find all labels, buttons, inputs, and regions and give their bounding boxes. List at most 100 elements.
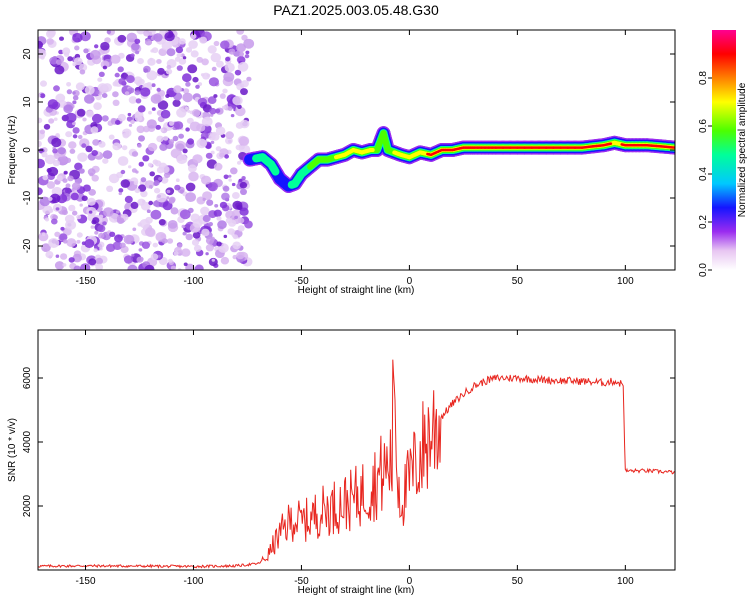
noise-speckle xyxy=(146,209,151,213)
noise-speckle xyxy=(46,181,56,189)
noise-speckle xyxy=(185,47,193,53)
noise-speckle xyxy=(127,112,132,117)
noise-speckle xyxy=(39,196,51,207)
noise-speckle xyxy=(130,53,135,58)
noise-speckle xyxy=(112,99,120,107)
x-tick-label: 100 xyxy=(617,276,634,287)
noise-speckle xyxy=(88,189,96,196)
noise-speckle xyxy=(219,152,225,158)
noise-speckle xyxy=(100,41,110,51)
noise-speckle xyxy=(216,216,222,221)
noise-speckle xyxy=(137,222,142,227)
noise-speckle xyxy=(90,225,95,229)
snr-series-line xyxy=(38,359,675,569)
noise-speckle xyxy=(130,201,139,209)
noise-speckle xyxy=(118,192,123,196)
noise-speckle xyxy=(134,38,141,44)
noise-speckle xyxy=(151,107,156,111)
noise-speckle xyxy=(192,154,203,164)
frequency-ridge xyxy=(242,126,675,193)
noise-speckle xyxy=(168,198,175,204)
noise-speckle xyxy=(146,70,158,81)
noise-speckle xyxy=(47,99,59,109)
noise-speckle xyxy=(46,168,52,173)
y-tick-label: 6000 xyxy=(22,366,33,389)
spectrogram-x-label: Height of straight line (km) xyxy=(298,285,415,296)
snr-panel: -150 -100 -50 0 50 100 2000 4000 6000 Height of… xyxy=(7,329,676,596)
noise-speckle xyxy=(130,119,135,124)
x-tick-label: -100 xyxy=(183,576,203,587)
snr-background xyxy=(38,330,675,570)
noise-speckle xyxy=(160,176,169,184)
noise-speckle xyxy=(177,243,183,249)
noise-speckle xyxy=(211,66,217,72)
noise-speckle xyxy=(216,60,224,68)
noise-speckle xyxy=(46,38,54,45)
noise-speckle xyxy=(236,55,246,64)
noise-speckle xyxy=(117,66,124,73)
noise-speckle xyxy=(127,264,138,270)
noise-speckle xyxy=(38,93,41,98)
noise-speckle xyxy=(62,47,71,55)
noise-speckle xyxy=(39,129,46,135)
noise-speckle xyxy=(211,133,220,141)
noise-speckle xyxy=(156,87,161,92)
noise-speckle xyxy=(205,143,212,150)
noise-speckle xyxy=(207,45,217,54)
noise-speckle xyxy=(122,132,130,139)
noise-speckle xyxy=(164,31,175,42)
noise-speckle xyxy=(157,100,169,110)
noise-speckle xyxy=(81,143,87,148)
noise-speckle xyxy=(60,226,65,231)
noise-speckle xyxy=(136,30,146,35)
noise-speckle xyxy=(77,152,88,162)
noise-speckle xyxy=(123,255,134,264)
noise-speckle xyxy=(148,110,152,115)
noise-speckle xyxy=(79,203,83,207)
noise-speckle xyxy=(228,174,232,178)
noise-speckle xyxy=(46,30,56,39)
noise-speckle xyxy=(38,187,43,196)
noise-speckle xyxy=(228,48,236,55)
noise-speckle xyxy=(185,263,195,270)
noise-speckle xyxy=(234,69,242,76)
noise-speckle xyxy=(41,243,51,253)
noise-speckle xyxy=(165,94,170,98)
noise-speckle xyxy=(221,192,230,201)
noise-speckle xyxy=(230,167,238,175)
noise-speckle xyxy=(208,77,219,87)
noise-speckle xyxy=(49,193,61,204)
noise-speckle xyxy=(176,53,182,58)
noise-speckle xyxy=(38,232,49,242)
noise-speckle xyxy=(80,31,91,42)
noise-speckle xyxy=(196,138,207,149)
noise-speckle xyxy=(124,91,130,96)
noise-speckle xyxy=(185,192,197,203)
noise-speckle-region xyxy=(38,30,255,270)
noise-speckle xyxy=(92,139,100,146)
noise-speckle xyxy=(142,155,150,162)
noise-speckle xyxy=(183,88,190,94)
noise-speckle xyxy=(150,94,162,104)
noise-speckle xyxy=(81,195,88,202)
noise-speckle xyxy=(182,148,188,154)
noise-speckle xyxy=(95,263,104,270)
noise-speckle xyxy=(44,154,56,165)
noise-speckle xyxy=(131,253,135,257)
noise-speckle xyxy=(176,65,183,71)
noise-speckle xyxy=(89,172,94,177)
noise-speckle xyxy=(78,168,85,174)
y-tick-label: 20 xyxy=(22,48,33,60)
noise-speckle xyxy=(72,91,76,95)
y-tick-label: 2000 xyxy=(22,494,33,517)
noise-speckle xyxy=(98,232,105,239)
noise-speckle xyxy=(166,238,174,244)
noise-speckle xyxy=(208,222,213,227)
noise-speckle xyxy=(237,104,242,110)
noise-speckle xyxy=(93,102,102,110)
colorbar-tick-label: 0.0 xyxy=(698,263,709,277)
noise-speckle xyxy=(55,133,60,137)
noise-speckle xyxy=(205,252,209,256)
noise-speckle xyxy=(55,207,60,211)
